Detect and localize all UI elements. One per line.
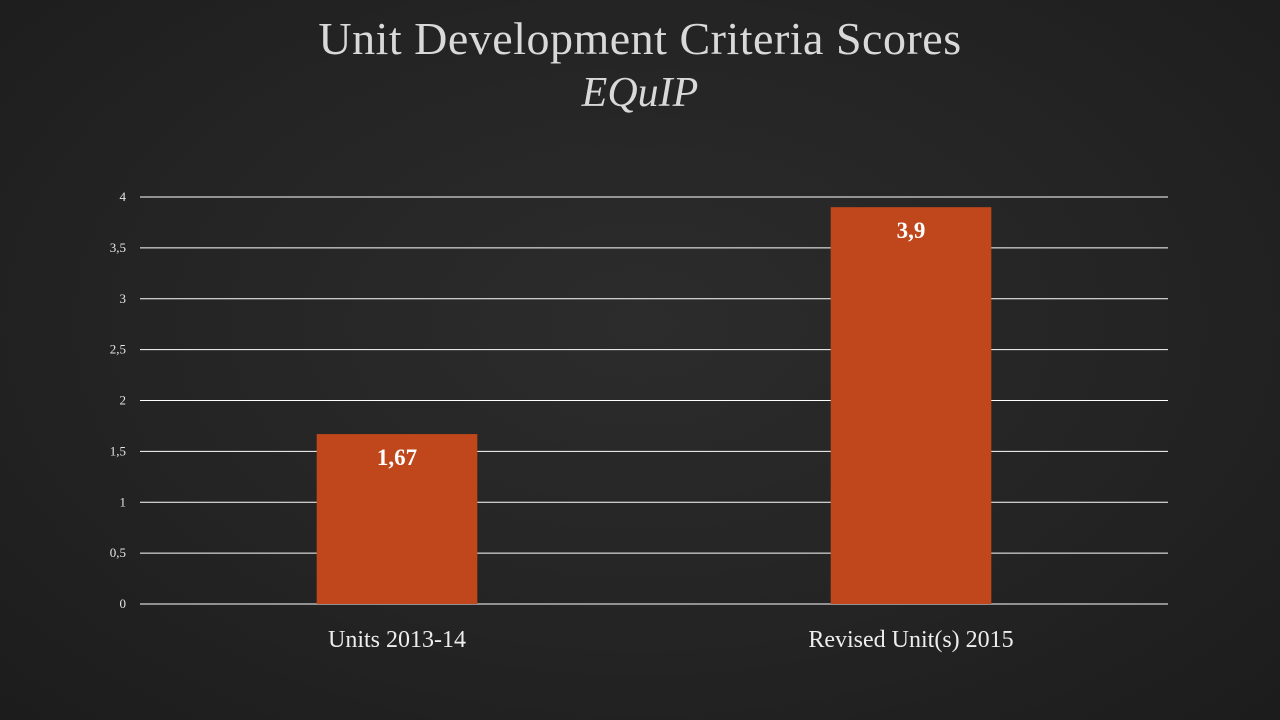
x-category-label: Units 2013-14 (328, 627, 466, 653)
y-tick-label: 2,5 (110, 342, 126, 357)
y-axis-tick-labels: 0 0,5 1 1,5 2 2,5 3 3,5 4 (110, 189, 127, 611)
bar (830, 207, 992, 605)
bar (316, 434, 478, 604)
chart-subtitle: EQuIP (581, 70, 699, 116)
data-labels: 1,67 3,9 (377, 218, 926, 470)
y-tick-label: 0,5 (110, 545, 126, 560)
y-tick-label: 4 (120, 189, 127, 204)
y-tick-label: 2 (120, 393, 127, 408)
y-tick-label: 0 (120, 596, 127, 611)
chart-title: Unit Development Criteria Scores (318, 13, 962, 64)
bar-data-label: 3,9 (897, 218, 926, 243)
x-axis-category-labels: Units 2013-14 Revised Unit(s) 2015 (328, 627, 1014, 653)
y-tick-label: 3 (120, 291, 127, 306)
bar-data-label: 1,67 (377, 445, 417, 470)
y-tick-label: 3,5 (110, 240, 126, 255)
bars (316, 207, 992, 605)
gridlines (140, 196, 1168, 605)
slide-title: Unit Development Criteria Scores EQuIP (0, 13, 1280, 116)
y-tick-label: 1 (120, 494, 127, 509)
x-category-label: Revised Unit(s) 2015 (808, 627, 1013, 653)
y-tick-label: 1,5 (110, 443, 126, 458)
